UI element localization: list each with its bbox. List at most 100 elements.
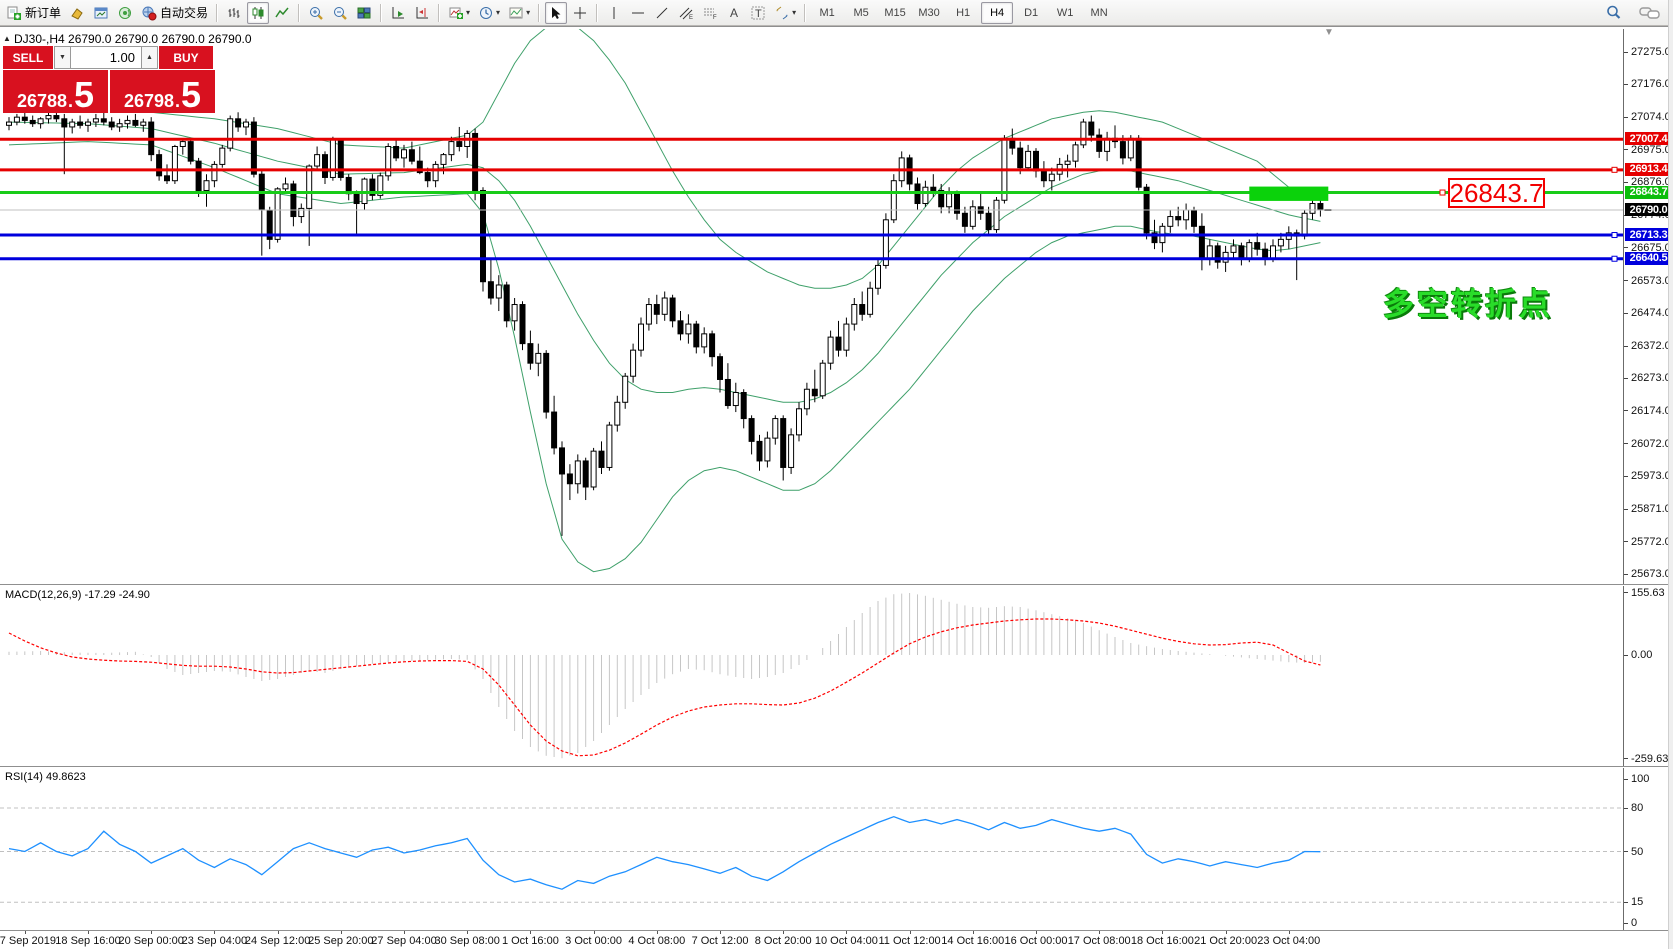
candle-body xyxy=(416,160,423,174)
date-tick-mark xyxy=(972,931,974,934)
date-tick-mark xyxy=(1225,931,1227,934)
axis-tick-mark xyxy=(1624,901,1628,903)
tab-timeframe-d1[interactable]: D1 xyxy=(1024,6,1039,19)
candle-body xyxy=(788,434,795,468)
candle-body xyxy=(329,139,336,178)
crosshair-button[interactable] xyxy=(569,2,591,24)
chart-shift-marker[interactable]: ▼ xyxy=(1324,27,1334,38)
tab-timeframe-mn[interactable]: MN xyxy=(1090,6,1108,19)
buy-price-display[interactable]: 26798. 5 xyxy=(109,70,215,113)
candle-body xyxy=(543,352,550,413)
rsi-axis[interactable]: 100 80 50 15 0 xyxy=(1623,768,1673,930)
chat-button[interactable] xyxy=(1636,2,1664,24)
eraser-button[interactable] xyxy=(66,2,88,24)
auto-scroll-button[interactable] xyxy=(387,2,409,24)
axis-tick-mark xyxy=(1624,654,1628,656)
buy-button[interactable]: BUY xyxy=(158,46,213,69)
candle-body xyxy=(432,163,439,182)
volume-input[interactable]: 1.00 xyxy=(71,46,141,69)
volume-up-button[interactable]: ▲ xyxy=(141,46,158,69)
search-button[interactable] xyxy=(1602,2,1625,24)
tab-timeframe-m15[interactable]: M15 xyxy=(884,6,906,19)
zoom-in-icon xyxy=(310,6,323,20)
axis-tick-mark xyxy=(1624,312,1628,314)
macd-axis[interactable]: 155.63 0.00 -259.63 xyxy=(1623,586,1673,766)
turning-point-annotation[interactable]: 多空转折点 xyxy=(1383,287,1553,322)
line-endpoint-marker[interactable] xyxy=(1611,166,1618,173)
text-button[interactable]: A xyxy=(723,2,745,24)
price-axis[interactable]: 27275.027176.027074.026975.026876.026774… xyxy=(1623,29,1673,584)
candle-body xyxy=(369,178,376,196)
pane-separator[interactable] xyxy=(0,766,1673,769)
rsi-canvas[interactable] xyxy=(0,768,1623,930)
collapse-arrow-icon[interactable]: ▲ xyxy=(3,34,11,43)
bar-chart-button[interactable] xyxy=(223,2,245,24)
axis-tick-mark xyxy=(1624,475,1628,477)
chat-icon xyxy=(1639,6,1660,19)
tab-timeframe-m1[interactable]: M1 xyxy=(819,6,835,19)
sell-button[interactable]: SELL xyxy=(3,46,54,69)
candle-body xyxy=(1080,121,1087,146)
fibonacci-button[interactable]: F xyxy=(699,2,721,24)
line-chart-button[interactable] xyxy=(271,2,293,24)
clock-icon xyxy=(480,6,493,19)
tab-timeframe-h1[interactable]: H1 xyxy=(956,6,971,19)
cursor-button[interactable] xyxy=(545,1,568,24)
price-pane[interactable]: ▲ DJ30-,H4 26790.0 26790.0 26790.0 26790… xyxy=(0,27,1673,584)
date-tick-label: 20 Sep 00:00 xyxy=(118,935,184,947)
trendline-button[interactable] xyxy=(651,2,673,24)
pane-separator[interactable] xyxy=(0,584,1673,587)
tab-timeframe-w1[interactable]: W1 xyxy=(1056,6,1074,19)
candle-body xyxy=(717,356,723,380)
periods-button[interactable]: ▾ xyxy=(475,2,503,24)
sell-price-display[interactable]: 26788. 5 xyxy=(3,70,109,113)
chart-shift-button[interactable] xyxy=(411,2,433,24)
candle-body xyxy=(385,145,392,177)
candle-body xyxy=(250,121,257,175)
candle-body xyxy=(377,175,384,196)
macd-pane[interactable]: MACD(12,26,9) -17.29 -24.90 155.63 0.00 -2… xyxy=(0,586,1673,766)
new-order-button[interactable]: 新订单 xyxy=(3,2,64,24)
zoom-out-button[interactable] xyxy=(329,2,351,24)
signal-button[interactable] xyxy=(114,2,136,24)
rsi-pane[interactable]: RSI(14) 49.8623 100 80 50 15 0 xyxy=(0,768,1673,931)
toolbar-separator xyxy=(298,3,301,22)
candle-body xyxy=(306,165,313,209)
candle-body xyxy=(566,473,573,485)
vertical-line-button[interactable] xyxy=(603,2,625,24)
zoom-in-button[interactable] xyxy=(305,2,327,24)
volume-down-button[interactable]: ▼ xyxy=(54,46,71,69)
candlestick-chart-button[interactable] xyxy=(247,1,270,24)
date-tick-mark xyxy=(277,931,279,934)
tile-windows-button[interactable] xyxy=(353,2,375,24)
text-label-button[interactable]: T xyxy=(747,2,769,24)
candle-body xyxy=(408,149,415,162)
one-click-trading-panel: SELL ▼ 1.00 ▲ BUY 26788. 5 26798. 5 xyxy=(3,46,216,113)
line-endpoint-marker[interactable] xyxy=(1611,255,1618,262)
candle-body xyxy=(503,284,510,322)
horizontal-line-button[interactable] xyxy=(627,2,649,24)
price-chart-canvas[interactable] xyxy=(0,29,1623,584)
tab-timeframe-m5[interactable]: M5 xyxy=(853,6,869,19)
indicators-button[interactable]: ▾ xyxy=(445,2,473,24)
tab-timeframe-h4[interactable]: H4 xyxy=(981,1,1014,24)
candle-body xyxy=(448,141,455,156)
date-tick-mark xyxy=(909,931,911,934)
line-endpoint-marker[interactable] xyxy=(1439,189,1446,196)
line-endpoint-marker[interactable] xyxy=(1611,232,1618,239)
candle-body xyxy=(598,450,605,468)
sell-price-dot: . xyxy=(68,91,74,111)
equidistant-channel-button[interactable]: E xyxy=(675,2,697,24)
supply-zone-rect[interactable] xyxy=(1249,186,1329,201)
macd-canvas[interactable] xyxy=(0,586,1623,766)
autotrading-button[interactable]: 自动交易 xyxy=(138,2,211,24)
shapes-button[interactable]: ▾ xyxy=(771,2,799,24)
tab-timeframe-m30[interactable]: M30 xyxy=(918,6,940,19)
price-callout-box[interactable]: 26843.7 xyxy=(1448,177,1545,208)
new-chart-button[interactable] xyxy=(90,2,112,24)
price-tick-label: 26876.0 xyxy=(1631,176,1671,188)
templates-button[interactable]: ▾ xyxy=(505,2,533,24)
candle-body xyxy=(835,336,842,351)
candle-body xyxy=(677,320,684,335)
